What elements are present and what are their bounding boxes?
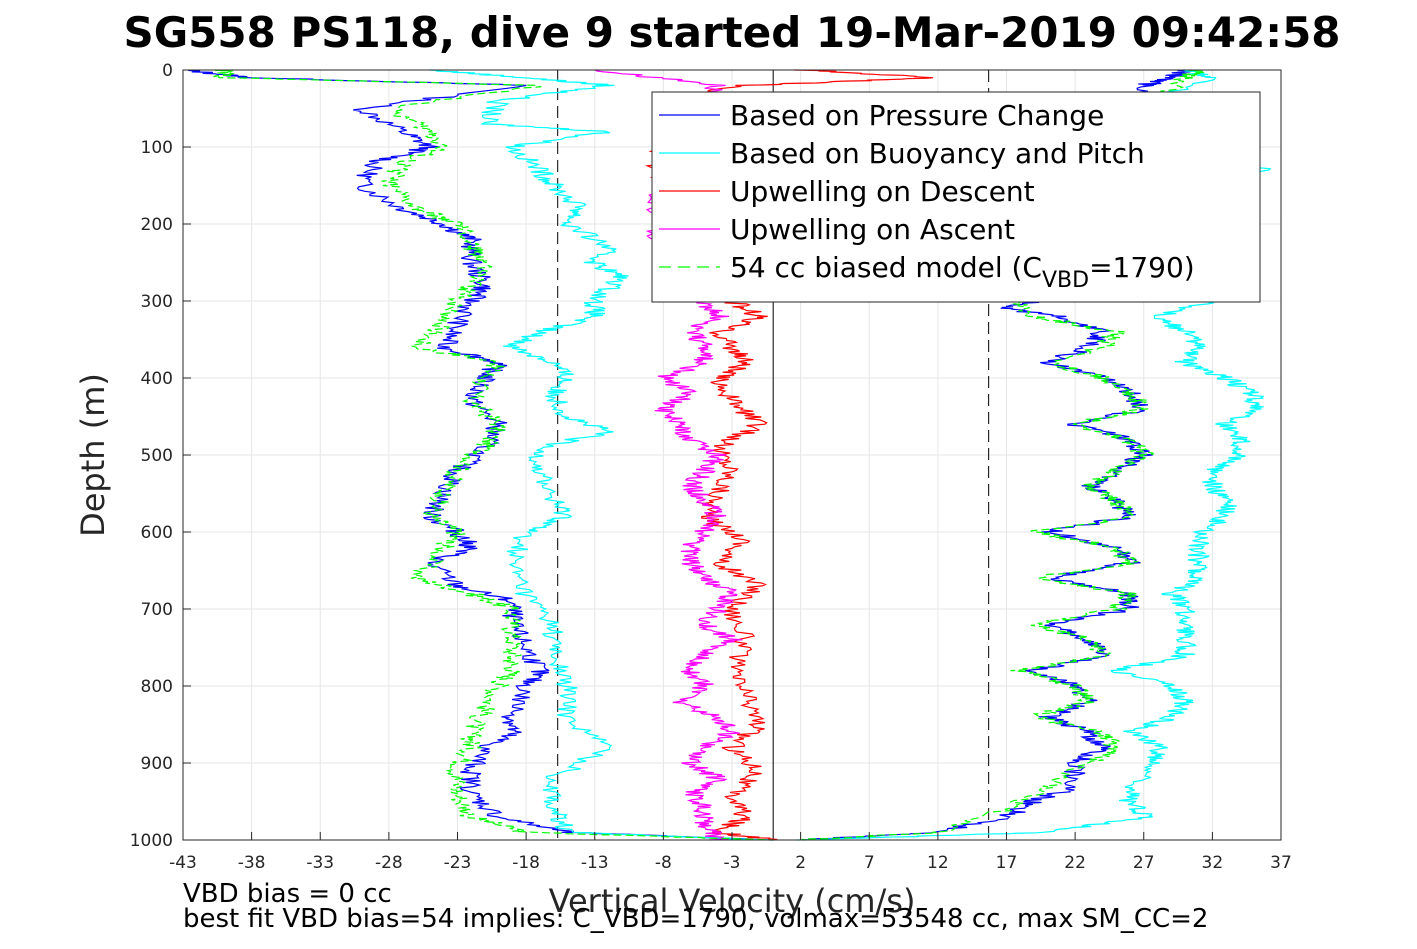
series-pressure_descent (187, 69, 774, 841)
legend-label-4: 54 cc biased model (CVBD=1790) (730, 251, 1195, 293)
x-tick-label-1: -38 (238, 853, 266, 873)
vbd-bias-note: VBD bias = 0 cc (183, 879, 392, 909)
y-tick-label-3: 300 (141, 292, 173, 312)
y-tick-label-6: 600 (141, 523, 173, 543)
x-tick-label-9: 2 (795, 853, 806, 873)
y-tick-label-8: 800 (141, 677, 173, 697)
x-tick-label-12: 17 (996, 853, 1018, 873)
x-tick-label-2: -33 (306, 853, 334, 873)
y-tick-label-4: 400 (141, 369, 173, 389)
x-tick-label-15: 32 (1202, 853, 1224, 873)
y-tick-label-0: 0 (162, 61, 173, 81)
series-model_ascent (801, 69, 1205, 841)
best-fit-note: best fit VBD bias=54 implies: C_VBD=1790… (183, 904, 1208, 934)
y-tick-label-5: 500 (141, 446, 173, 466)
legend-label-1: Based on Buoyancy and Pitch (730, 137, 1145, 170)
x-tick-label-13: 22 (1064, 853, 1086, 873)
x-tick-label-8: -3 (724, 853, 741, 873)
x-tick-label-10: 7 (864, 853, 875, 873)
y-tick-label-7: 700 (141, 600, 173, 620)
legend-label-3: Upwelling on Ascent (730, 213, 1015, 246)
chart-title: SG558 PS118, dive 9 started 19-Mar-2019 … (123, 8, 1340, 57)
x-tick-label-16: 37 (1270, 853, 1292, 873)
x-tick-label-11: 12 (927, 853, 949, 873)
x-tick-label-5: -18 (512, 853, 540, 873)
legend-label-2: Upwelling on Descent (730, 175, 1035, 208)
y-tick-label-1: 100 (141, 138, 173, 158)
legend: Based on Pressure Change Based on Buoyanc… (651, 91, 1261, 303)
x-tick-label-7: -8 (655, 853, 672, 873)
y-axis-ticks: 0 100 200 300 400 500 600 700 800 900 1000 (130, 61, 191, 851)
y-tick-label-9: 900 (141, 754, 173, 774)
series-model_descent (213, 69, 774, 841)
y-axis-label: Depth (m) (74, 373, 112, 537)
x-tick-label-6: -13 (581, 853, 609, 873)
y-tick-label-10: 1000 (130, 831, 173, 851)
series-buoyancy_descent (429, 69, 774, 841)
legend-box (651, 91, 1261, 303)
legend-label-0: Based on Pressure Change (730, 99, 1104, 132)
y-tick-label-2: 200 (141, 215, 173, 235)
x-tick-label-3: -28 (375, 853, 403, 873)
x-axis-label: Vertical Velocity (cm/s) (549, 882, 916, 920)
x-tick-label-4: -23 (444, 853, 472, 873)
x-axis-ticks: -43 -38 -33 -28 -23 -18 -13 -8 -3 2 7 12 17 22 27 32 37 (169, 832, 1292, 873)
x-tick-label-0: -43 (169, 853, 197, 873)
x-tick-label-14: 27 (1133, 853, 1155, 873)
